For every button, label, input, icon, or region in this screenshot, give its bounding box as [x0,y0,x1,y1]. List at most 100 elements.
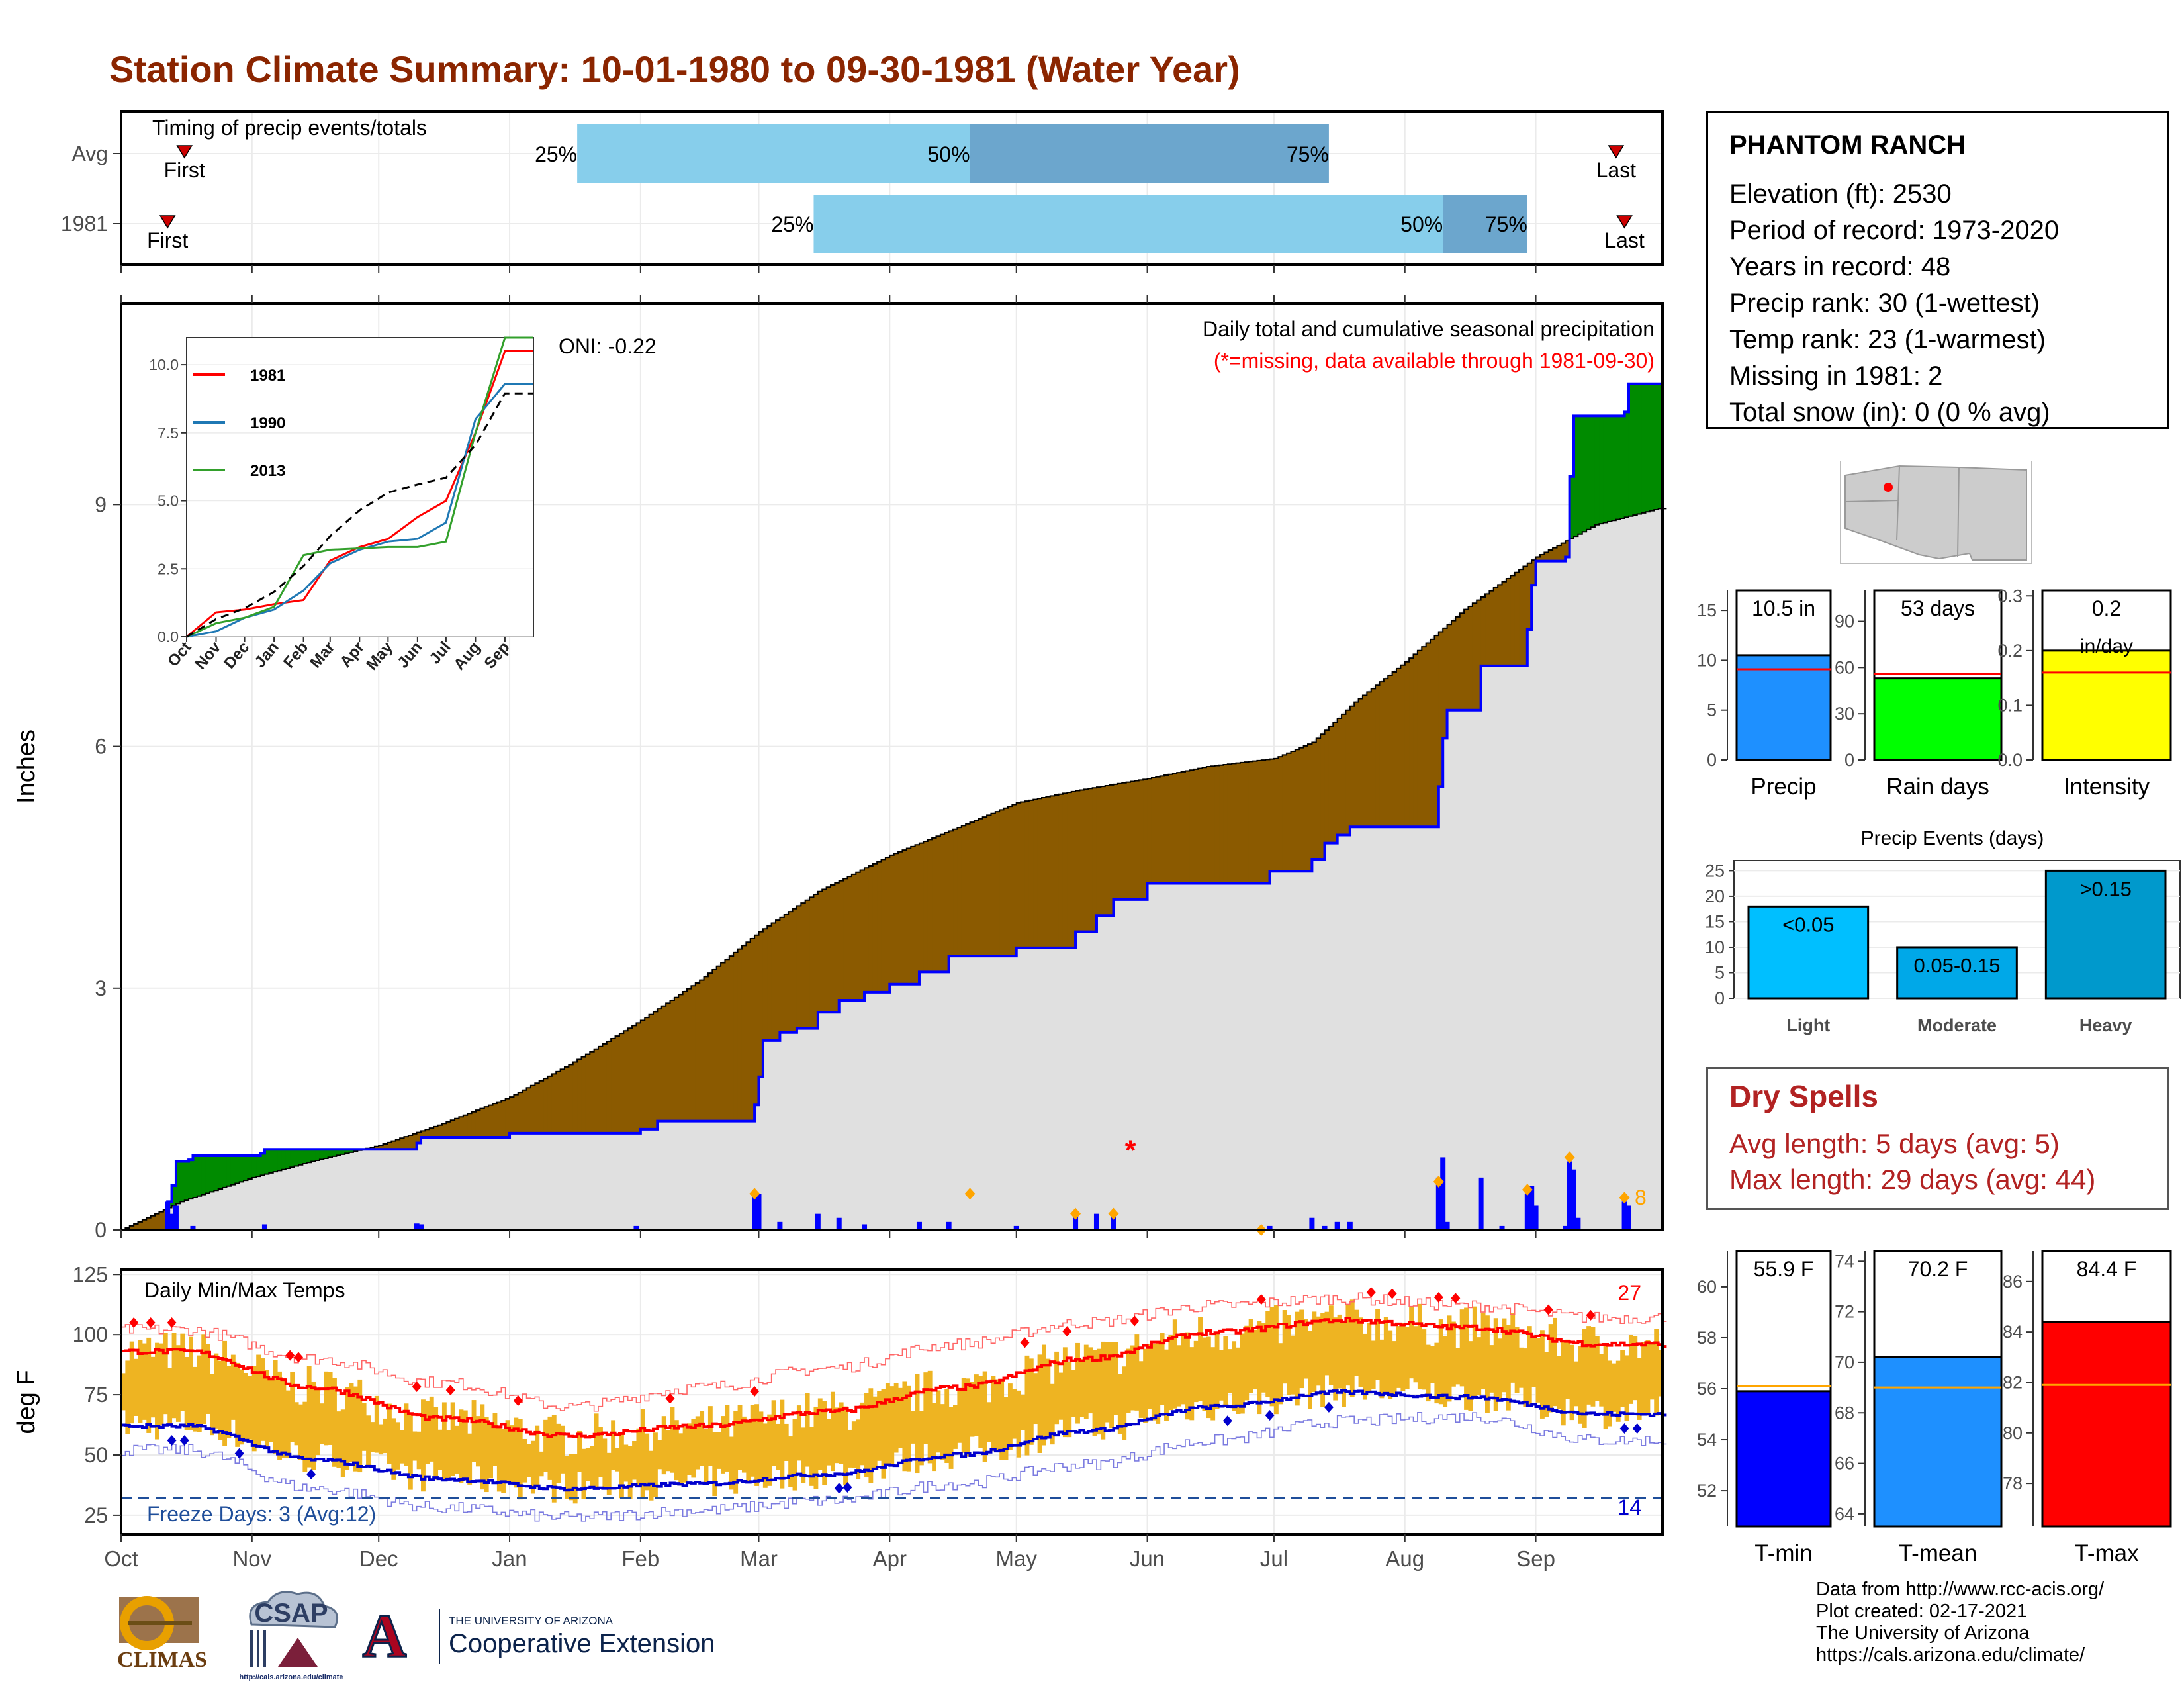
precip-deficit-segment [835,882,840,1013]
precip-deficit-segment [868,866,874,992]
daily-precip-bar [418,1224,424,1230]
temp-x-tick-label: Feb [621,1546,659,1571]
daily-temp-bar [1265,1311,1271,1397]
daily-temp-bar [762,1423,768,1488]
precip-deficit-segment [433,1126,439,1137]
daily-temp-bar [767,1414,772,1486]
daily-temp-bar [404,1403,409,1466]
precip-deficit-segment [1219,765,1224,884]
record-high-marker [1543,1304,1553,1315]
daily-temp-bar [598,1427,603,1477]
temp-x-tick-label: May [996,1546,1038,1571]
precip-deficit-segment [134,1223,139,1230]
t-max-y-tick-label: 80 [2003,1423,2023,1443]
precip-deficit-segment [564,1066,569,1133]
temp-x-tick-label: Oct [104,1546,138,1571]
precip-surplus-segment [298,1149,303,1165]
daily-temp-bar [927,1370,933,1464]
daily-temp-bar [733,1410,739,1494]
precip-deficit-segment [425,1129,430,1137]
daily-temp-bar [374,1395,379,1453]
precip-deficit-segment [1122,782,1127,900]
precip-deficit-segment [1232,763,1237,884]
precip-deficit-segment [678,994,684,1121]
daily-precip-bar [173,1205,179,1230]
precip-deficit-segment [809,897,815,1029]
inset-legend-label: 1981 [250,367,285,385]
precip-surplus-segment [1654,383,1659,510]
precip-deficit-segment [877,861,882,992]
station-info-box: PHANTOM RANCH Elevation (ft): 2530 Perio… [1706,111,2169,429]
daily-temp-bar [741,1416,747,1473]
precip-deficit-segment [1269,759,1275,872]
precip-deficit-segment [636,1023,641,1133]
precip-deficit-segment [1236,763,1241,884]
daily-temp-bar [843,1406,848,1485]
daily-temp-bar [1506,1325,1511,1411]
precip-surplus-segment [209,1156,214,1192]
daily-temp-bar [788,1436,794,1487]
daily-temp-bar [463,1410,468,1481]
daily-temp-bar [1477,1337,1482,1395]
inset-series-line-2013 [186,336,533,638]
temp-x-tick-label: Aug [1385,1546,1424,1571]
precip-deficit-segment [1092,788,1097,932]
daily-temp-bar [661,1416,666,1475]
record-low-marker [1222,1415,1232,1427]
t-mean-y-tick-label: 70 [1835,1352,1854,1372]
precip-deficit-segment [1498,585,1503,666]
precip-deficit-segment [569,1064,574,1133]
precip-deficit-segment [518,1092,523,1133]
timing-p75-label: 75% [1485,212,1527,236]
precip-events-bar-label: >0.15 [2079,877,2131,900]
daily-temp-bar [437,1429,443,1470]
daily-temp-bar [982,1371,987,1462]
precip-surplus-segment [180,1161,185,1202]
daily-temp-bar [615,1448,620,1472]
daily-temp-bar [1130,1345,1135,1411]
precip-surplus-segment [171,1186,177,1206]
daily-temp-bar [1054,1351,1060,1425]
precip-deficit-segment [142,1219,147,1230]
precip-y-tick-label: 3 [95,976,107,1000]
t-min-y-tick-label: 56 [1697,1379,1717,1399]
station-snow: Total snow (in): 0 (0 % avg) [1729,398,2050,427]
precip-deficit-segment [1404,661,1410,827]
intensity-value-unit: in/day [2080,635,2133,657]
daily-temp-bar [1489,1345,1494,1393]
daily-precip-bar [1073,1213,1079,1230]
daily-temp-bar [1641,1342,1646,1416]
daily-temp-bar [856,1419,861,1480]
daily-temp-bar [611,1420,616,1470]
precip-surplus-segment [1590,416,1596,528]
precip-deficit-segment [1113,784,1118,900]
station-name: PHANTOM RANCH [1729,130,1966,160]
daily-temp-bar [585,1448,590,1481]
daily-temp-bar [285,1390,291,1458]
precip-deficit-segment [707,973,713,1121]
daily-temp-bar [771,1400,776,1466]
timing-title: Timing of precip events/totals [152,116,427,140]
ua-name-text: THE UNIVERSITY OF ARIZONA [449,1615,614,1627]
daily-temp-bar [606,1452,612,1495]
daily-temp-bar [1236,1347,1241,1414]
precip-deficit-segment [1058,794,1064,948]
precip-deficit-segment [416,1132,422,1143]
precip-deficit-segment [657,1009,662,1121]
daily-temp-bar [125,1360,130,1434]
daily-temp-bar [1590,1327,1596,1407]
precip-deficit-segment [1130,781,1135,900]
precip-deficit-segment [1320,734,1326,859]
ua-a-logo: A [363,1602,406,1668]
daily-temp-bar [311,1382,316,1470]
temp-y-axis-label: deg F [13,1370,40,1434]
precip-deficit-segment [737,949,743,1121]
dry-spells-box: Dry Spells Avg length: 5 days (avg: 5) M… [1706,1067,2169,1210]
record-low-count: 14 [1617,1495,1641,1519]
daily-temp-bar [1342,1323,1346,1407]
daily-temp-bar [1608,1360,1612,1427]
precip-deficit-segment [446,1121,451,1137]
daily-temp-bar [1561,1340,1566,1426]
daily-temp-bar [623,1444,629,1482]
precip-surplus-segment [1645,383,1651,512]
